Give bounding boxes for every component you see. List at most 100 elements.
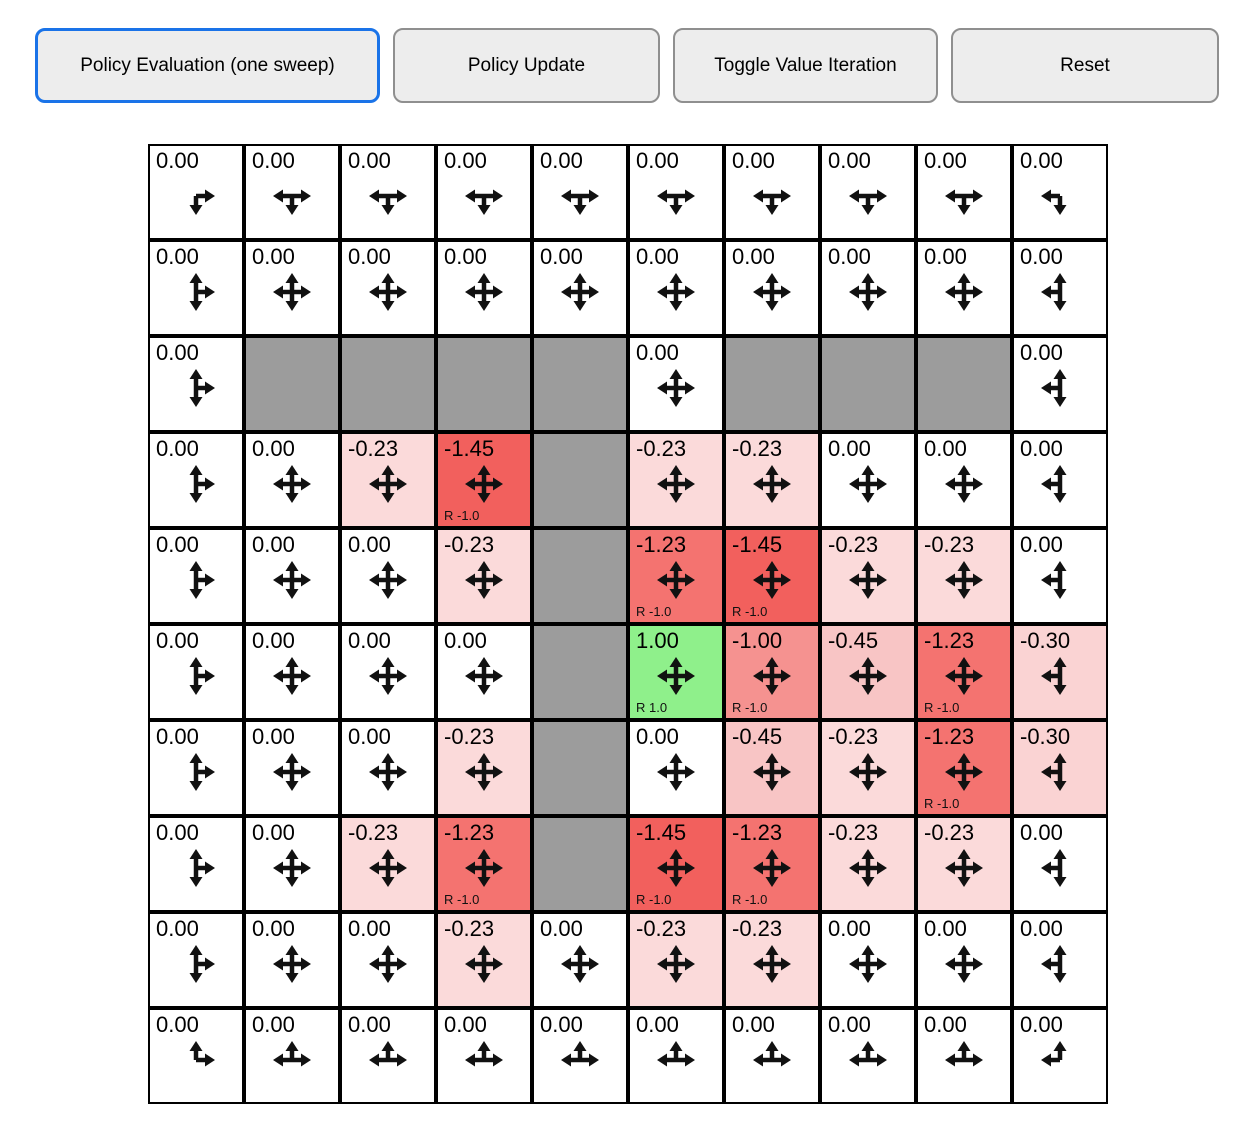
grid-cell[interactable]: 0.00 [820, 240, 916, 336]
grid-cell[interactable]: 0.00 [340, 528, 436, 624]
grid-cell[interactable]: -0.23 [436, 528, 532, 624]
grid-cell[interactable]: -1.23 R -1.0 [436, 816, 532, 912]
grid-cell[interactable]: 0.00 [628, 144, 724, 240]
reset-button[interactable]: Reset [951, 28, 1219, 103]
grid-cell[interactable]: -1.00 R -1.0 [724, 624, 820, 720]
grid-cell[interactable]: 0.00 [436, 240, 532, 336]
grid-cell[interactable]: 1.00 R 1.0 [628, 624, 724, 720]
grid-cell[interactable]: 0.00 [1012, 1008, 1108, 1104]
grid-cell[interactable]: 0.00 [724, 144, 820, 240]
grid-cell[interactable]: 0.00 [724, 1008, 820, 1104]
grid-cell[interactable]: -0.23 [820, 816, 916, 912]
grid-cell[interactable]: 0.00 [628, 720, 724, 816]
grid-cell[interactable]: 0.00 [532, 144, 628, 240]
grid-cell[interactable]: 0.00 [1012, 144, 1108, 240]
grid-cell[interactable]: 0.00 [820, 912, 916, 1008]
grid-cell[interactable]: 0.00 [436, 624, 532, 720]
grid-cell[interactable]: 0.00 [532, 912, 628, 1008]
wall-cell[interactable] [340, 336, 436, 432]
grid-cell[interactable]: -1.45 R -1.0 [724, 528, 820, 624]
grid-cell[interactable]: 0.00 [820, 1008, 916, 1104]
grid-cell[interactable]: -1.45 R -1.0 [628, 816, 724, 912]
wall-cell[interactable] [532, 432, 628, 528]
grid-cell[interactable]: 0.00 [340, 912, 436, 1008]
grid-cell[interactable]: 0.00 [244, 528, 340, 624]
grid-cell[interactable]: 0.00 [244, 144, 340, 240]
grid-cell[interactable]: -1.23 R -1.0 [916, 624, 1012, 720]
grid-cell[interactable]: 0.00 [1012, 432, 1108, 528]
grid-cell[interactable]: -0.45 [820, 624, 916, 720]
grid-cell[interactable]: -0.23 [340, 432, 436, 528]
grid-cell[interactable]: 0.00 [148, 912, 244, 1008]
grid-cell[interactable]: 0.00 [1012, 912, 1108, 1008]
grid-cell[interactable]: 0.00 [244, 912, 340, 1008]
grid-cell[interactable]: 0.00 [916, 240, 1012, 336]
grid-cell[interactable]: 0.00 [916, 912, 1012, 1008]
policy-update-button[interactable]: Policy Update [393, 28, 660, 103]
wall-cell[interactable] [532, 624, 628, 720]
wall-cell[interactable] [916, 336, 1012, 432]
grid-cell[interactable]: 0.00 [820, 144, 916, 240]
grid-cell[interactable]: 0.00 [244, 720, 340, 816]
grid-cell[interactable]: -0.23 [436, 720, 532, 816]
grid-cell[interactable]: 0.00 [148, 720, 244, 816]
wall-cell[interactable] [532, 528, 628, 624]
grid-cell[interactable]: 0.00 [340, 144, 436, 240]
wall-cell[interactable] [820, 336, 916, 432]
grid-cell[interactable]: 0.00 [1012, 816, 1108, 912]
grid-cell[interactable]: 0.00 [148, 432, 244, 528]
grid-cell[interactable]: -0.23 [436, 912, 532, 1008]
grid-cell[interactable]: -1.23 R -1.0 [916, 720, 1012, 816]
grid-cell[interactable]: 0.00 [244, 816, 340, 912]
grid-cell[interactable]: 0.00 [148, 336, 244, 432]
grid-cell[interactable]: 0.00 [1012, 336, 1108, 432]
toggle-value-iteration-button[interactable]: Toggle Value Iteration [673, 28, 938, 103]
wall-cell[interactable] [436, 336, 532, 432]
grid-cell[interactable]: 0.00 [916, 1008, 1012, 1104]
grid-cell[interactable]: 0.00 [436, 144, 532, 240]
grid-cell[interactable]: -0.23 [628, 912, 724, 1008]
grid-cell[interactable]: 0.00 [244, 1008, 340, 1104]
grid-cell[interactable]: 0.00 [340, 1008, 436, 1104]
grid-cell[interactable]: -0.30 [1012, 624, 1108, 720]
grid-cell[interactable]: 0.00 [340, 624, 436, 720]
grid-cell[interactable]: 0.00 [244, 624, 340, 720]
policy-evaluation-button[interactable]: Policy Evaluation (one sweep) [35, 28, 380, 103]
grid-cell[interactable]: 0.00 [340, 720, 436, 816]
grid-cell[interactable]: -0.23 [628, 432, 724, 528]
grid-cell[interactable]: 0.00 [148, 144, 244, 240]
wall-cell[interactable] [532, 720, 628, 816]
grid-cell[interactable]: 0.00 [244, 432, 340, 528]
grid-cell[interactable]: 0.00 [916, 432, 1012, 528]
grid-cell[interactable]: -1.23 R -1.0 [628, 528, 724, 624]
grid-cell[interactable]: 0.00 [148, 528, 244, 624]
grid-cell[interactable]: 0.00 [724, 240, 820, 336]
grid-cell[interactable]: -1.23 R -1.0 [724, 816, 820, 912]
grid-cell[interactable]: 0.00 [244, 240, 340, 336]
grid-cell[interactable]: -0.23 [724, 432, 820, 528]
grid-cell[interactable]: -0.23 [820, 720, 916, 816]
grid-cell[interactable]: 0.00 [340, 240, 436, 336]
grid-cell[interactable]: 0.00 [436, 1008, 532, 1104]
grid-cell[interactable]: 0.00 [148, 624, 244, 720]
grid-cell[interactable]: -1.45 R -1.0 [436, 432, 532, 528]
grid-cell[interactable]: 0.00 [628, 240, 724, 336]
grid-cell[interactable]: 0.00 [1012, 528, 1108, 624]
grid-cell[interactable]: -0.23 [916, 528, 1012, 624]
grid-cell[interactable]: 0.00 [148, 816, 244, 912]
grid-cell[interactable]: 0.00 [148, 240, 244, 336]
wall-cell[interactable] [532, 816, 628, 912]
wall-cell[interactable] [532, 336, 628, 432]
grid-cell[interactable]: 0.00 [628, 336, 724, 432]
grid-cell[interactable]: 0.00 [532, 1008, 628, 1104]
grid-cell[interactable]: -0.23 [340, 816, 436, 912]
grid-cell[interactable]: -0.23 [820, 528, 916, 624]
grid-cell[interactable]: 0.00 [916, 144, 1012, 240]
grid-cell[interactable]: -0.45 [724, 720, 820, 816]
grid-cell[interactable]: 0.00 [532, 240, 628, 336]
wall-cell[interactable] [724, 336, 820, 432]
grid-cell[interactable]: 0.00 [628, 1008, 724, 1104]
grid-cell[interactable]: -0.23 [916, 816, 1012, 912]
grid-cell[interactable]: 0.00 [820, 432, 916, 528]
grid-cell[interactable]: 0.00 [148, 1008, 244, 1104]
